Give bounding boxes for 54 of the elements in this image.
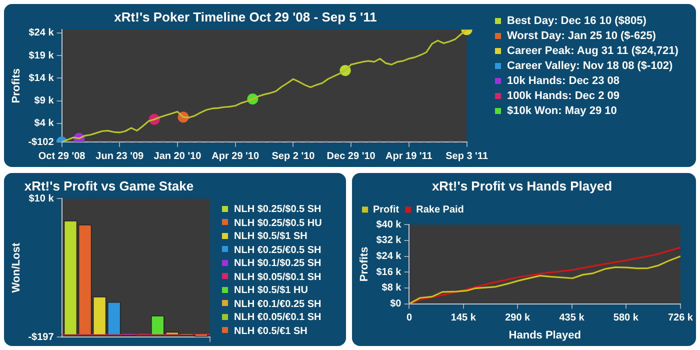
legend-label: NLH $0.1/$0.25 SH — [234, 258, 322, 269]
x-tick-label: 435 k — [559, 312, 585, 324]
y-tick-label: $16 k — [376, 266, 402, 278]
y-tick-label: $40 k — [376, 219, 402, 230]
x-tick-label: Apr 29 '10 — [212, 150, 260, 162]
x-tick-label: Jan 20 '10 — [154, 150, 202, 162]
legend-label: Career Valley: Nov 18 08 ($-102) — [507, 60, 673, 72]
y-axis-title: Profits — [358, 246, 371, 282]
legend-label: NLH $0.05/$0.1 SH — [234, 272, 322, 282]
legend-label: NLH $0.25/$0.5 SH — [234, 204, 322, 215]
x-axis-title: Hands Played — [508, 329, 581, 342]
legend-label: Rake Paid — [416, 204, 464, 216]
legend-label: NLH €0.05/€0.1 SH — [234, 312, 322, 323]
y-tick-label: $9 k — [34, 96, 54, 107]
y-tick-label: $24 k — [376, 251, 402, 262]
legend-label: NLH €0.5/€1 SH — [234, 326, 308, 336]
y-tick-label: $8 k — [382, 282, 402, 294]
legend-label: NLH $0.25/$0.5 HU — [234, 218, 322, 228]
legend-label: NLH $0.5/$1 SH — [234, 231, 308, 242]
y-axis-title: Won/Lost — [10, 242, 23, 293]
legend-label: Worst Day: Jan 25 10 ($-625) — [507, 30, 656, 42]
legend-label: 100k Hands: Dec 2 09 — [507, 90, 620, 102]
legend-label: NLH $0.5/$1 HU — [234, 285, 308, 296]
y-tick-label: $0 — [390, 298, 402, 310]
y-tick-label: $24 k — [28, 28, 54, 39]
y-tick-label: $10 k — [28, 193, 54, 204]
x-tick-label: Apr 19 '11 — [386, 150, 433, 162]
x-tick-label: Oct 29 '08 — [38, 150, 86, 162]
y-tick-label: $32 k — [376, 235, 402, 246]
x-tick-label: 580 k — [613, 312, 639, 324]
x-tick-label: Dec 29 '10 — [326, 150, 376, 162]
chart-title: xRt!'s Profit vs Game Stake — [24, 178, 194, 194]
legend-label: 10k Hands: Dec 23 08 — [507, 75, 620, 87]
y-tick-label: $19 k — [28, 50, 54, 62]
y-axis-title: Profits — [10, 68, 23, 104]
x-tick-label: 290 k — [505, 312, 531, 324]
legend-label: $10k Won: May 29 10 — [507, 105, 617, 117]
x-tick-label: Jun 23 '09 — [96, 150, 144, 162]
y-tick-label: $4 k — [34, 118, 54, 130]
legend-label: Profit — [373, 204, 400, 216]
x-tick-label: 0 — [406, 312, 412, 324]
chart-title: xRt!'s Profit vs Hands Played — [432, 178, 612, 194]
x-tick-label: 145 k — [450, 312, 476, 324]
y-tick-label: -$102 — [28, 136, 54, 148]
y-tick-label: $14 k — [28, 72, 54, 84]
legend-label: NLH €0.25/€0.5 SH — [234, 244, 322, 256]
chart-title: xRt!'s Poker Timeline Oct 29 '08 - Sep 5 '11 — [114, 9, 377, 24]
legend-label: Career Peak: Aug 31 11 ($24,721) — [507, 45, 678, 57]
legend-label: Best Day: Dec 16 10 ($805) — [507, 15, 646, 27]
x-tick-label: Sep 3 '11 — [446, 150, 488, 162]
legend-label: NLH €0.1/€0.25 SH — [234, 298, 322, 310]
x-tick-label: 726 k — [668, 312, 694, 324]
y-tick-label: -$197 — [28, 332, 54, 343]
x-tick-label: Sep 2 '10 — [272, 150, 316, 162]
